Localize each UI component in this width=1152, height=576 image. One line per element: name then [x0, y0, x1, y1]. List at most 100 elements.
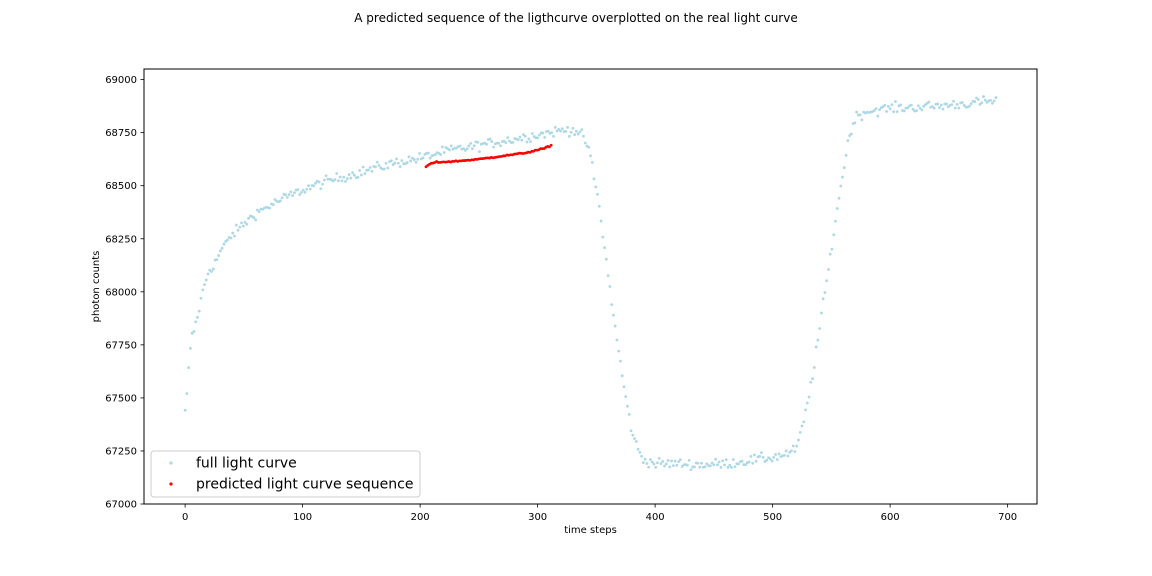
- data-point-full-light-curve: [973, 100, 977, 103]
- data-point-full-light-curve: [798, 430, 802, 434]
- data-point-full-light-curve: [592, 177, 596, 181]
- data-point-full-light-curve: [520, 138, 524, 142]
- data-point-full-light-curve: [876, 114, 880, 118]
- data-point-full-light-curve: [375, 160, 379, 164]
- data-point-full-light-curve: [619, 359, 622, 363]
- data-point-full-light-curve: [992, 99, 996, 103]
- y-tick-label: 68750: [105, 128, 137, 139]
- data-point-full-light-curve: [359, 173, 363, 177]
- data-point-full-light-curve: [809, 380, 813, 384]
- data-point-full-light-curve: [915, 109, 918, 113]
- data-point-full-light-curve: [222, 242, 226, 246]
- data-point-full-light-curve: [537, 133, 541, 137]
- data-point-full-light-curve: [552, 134, 555, 138]
- data-point-full-light-curve: [307, 184, 310, 188]
- data-point-full-light-curve: [976, 98, 980, 101]
- data-point-full-light-curve: [636, 447, 640, 451]
- data-point-full-light-curve: [206, 272, 210, 276]
- data-point-full-light-curve: [849, 132, 853, 136]
- data-point-full-light-curve: [673, 459, 677, 463]
- data-point-full-light-curve: [844, 153, 848, 157]
- data-point-predicted-sequence: [547, 145, 551, 149]
- data-point-full-light-curve: [414, 160, 418, 164]
- data-point-full-light-curve: [675, 463, 679, 467]
- data-point-full-light-curve: [883, 103, 887, 107]
- data-point-full-light-curve: [710, 461, 714, 465]
- chart-title: A predicted sequence of the ligthcurve o…: [354, 11, 798, 25]
- legend-label-full-light-curve: full light curve: [196, 456, 297, 472]
- data-point-full-light-curve: [252, 216, 256, 220]
- data-point-full-light-curve: [874, 107, 878, 111]
- data-point-full-light-curve: [467, 144, 471, 148]
- data-point-full-light-curve: [687, 458, 691, 462]
- data-point-full-light-curve: [217, 254, 221, 258]
- data-point-full-light-curve: [846, 139, 850, 143]
- data-point-full-light-curve: [795, 444, 799, 448]
- data-point-full-light-curve: [241, 224, 245, 228]
- data-point-full-light-curve: [670, 459, 673, 463]
- data-point-full-light-curve: [989, 99, 992, 102]
- data-point-full-light-curve: [629, 429, 633, 433]
- data-point-full-light-curve: [247, 216, 250, 220]
- data-point-full-light-curve: [317, 180, 321, 184]
- data-point-full-light-curve: [476, 140, 480, 144]
- data-point-full-light-curve: [747, 460, 751, 464]
- data-point-full-light-curve: [765, 458, 769, 462]
- data-point-full-light-curve: [960, 101, 964, 104]
- data-point-full-light-curve: [982, 95, 985, 98]
- data-point-full-light-curve: [626, 404, 629, 408]
- data-point-full-light-curve: [255, 208, 259, 212]
- data-point-full-light-curve: [980, 101, 984, 105]
- data-point-full-light-curve: [953, 106, 957, 110]
- x-tick-label: 100: [293, 512, 312, 523]
- data-point-full-light-curve: [296, 188, 300, 192]
- data-point-full-light-curve: [449, 144, 453, 148]
- x-tick-label: 600: [881, 512, 900, 523]
- data-point-full-light-curve: [321, 182, 324, 186]
- data-point-full-light-curve: [700, 461, 703, 465]
- data-point-full-light-curve: [620, 374, 624, 378]
- data-point-full-light-curve: [543, 136, 547, 139]
- data-point-full-light-curve: [187, 366, 191, 370]
- data-point-full-light-curve: [439, 153, 443, 156]
- data-point-full-light-curve: [797, 438, 800, 442]
- data-point-full-light-curve: [839, 184, 843, 188]
- data-point-full-light-curve: [832, 233, 836, 237]
- data-point-full-light-curve: [613, 324, 617, 328]
- data-point-full-light-curve: [664, 462, 668, 466]
- data-point-full-light-curve: [603, 246, 606, 250]
- data-point-full-light-curve: [983, 98, 987, 102]
- data-point-full-light-curve: [726, 466, 730, 469]
- data-point-full-light-curve: [622, 385, 626, 389]
- data-point-full-light-curve: [812, 366, 816, 369]
- data-point-full-light-curve: [497, 141, 501, 145]
- data-point-full-light-curve: [571, 126, 575, 130]
- data-point-full-light-curve: [634, 440, 638, 443]
- data-point-full-light-curve: [654, 465, 658, 469]
- data-point-full-light-curve: [478, 150, 481, 154]
- data-point-full-light-curve: [751, 461, 755, 465]
- data-point-full-light-curve: [723, 463, 726, 467]
- data-point-full-light-curve: [587, 145, 591, 149]
- data-point-full-light-curve: [215, 258, 219, 262]
- data-point-full-light-curve: [872, 109, 876, 112]
- data-point-full-light-curve: [395, 157, 399, 161]
- data-point-full-light-curve: [344, 179, 347, 183]
- data-point-full-light-curve: [805, 401, 809, 405]
- data-point-full-light-curve: [560, 127, 564, 131]
- data-point-predicted-sequence: [549, 143, 553, 147]
- data-point-full-light-curve: [597, 204, 601, 208]
- data-point-full-light-curve: [204, 278, 208, 282]
- x-tick-label: 0: [182, 512, 188, 523]
- data-point-full-light-curve: [280, 196, 284, 200]
- data-point-full-light-curve: [289, 190, 293, 194]
- data-point-full-light-curve: [553, 125, 557, 129]
- data-point-full-light-curve: [527, 137, 531, 141]
- data-point-full-light-curve: [737, 462, 740, 466]
- data-point-full-light-curve: [878, 108, 881, 112]
- data-point-full-light-curve: [777, 452, 781, 456]
- data-point-full-light-curve: [615, 338, 619, 342]
- x-tick-label: 700: [998, 512, 1017, 523]
- x-tick-label: 300: [528, 512, 547, 523]
- data-point-full-light-curve: [608, 285, 612, 288]
